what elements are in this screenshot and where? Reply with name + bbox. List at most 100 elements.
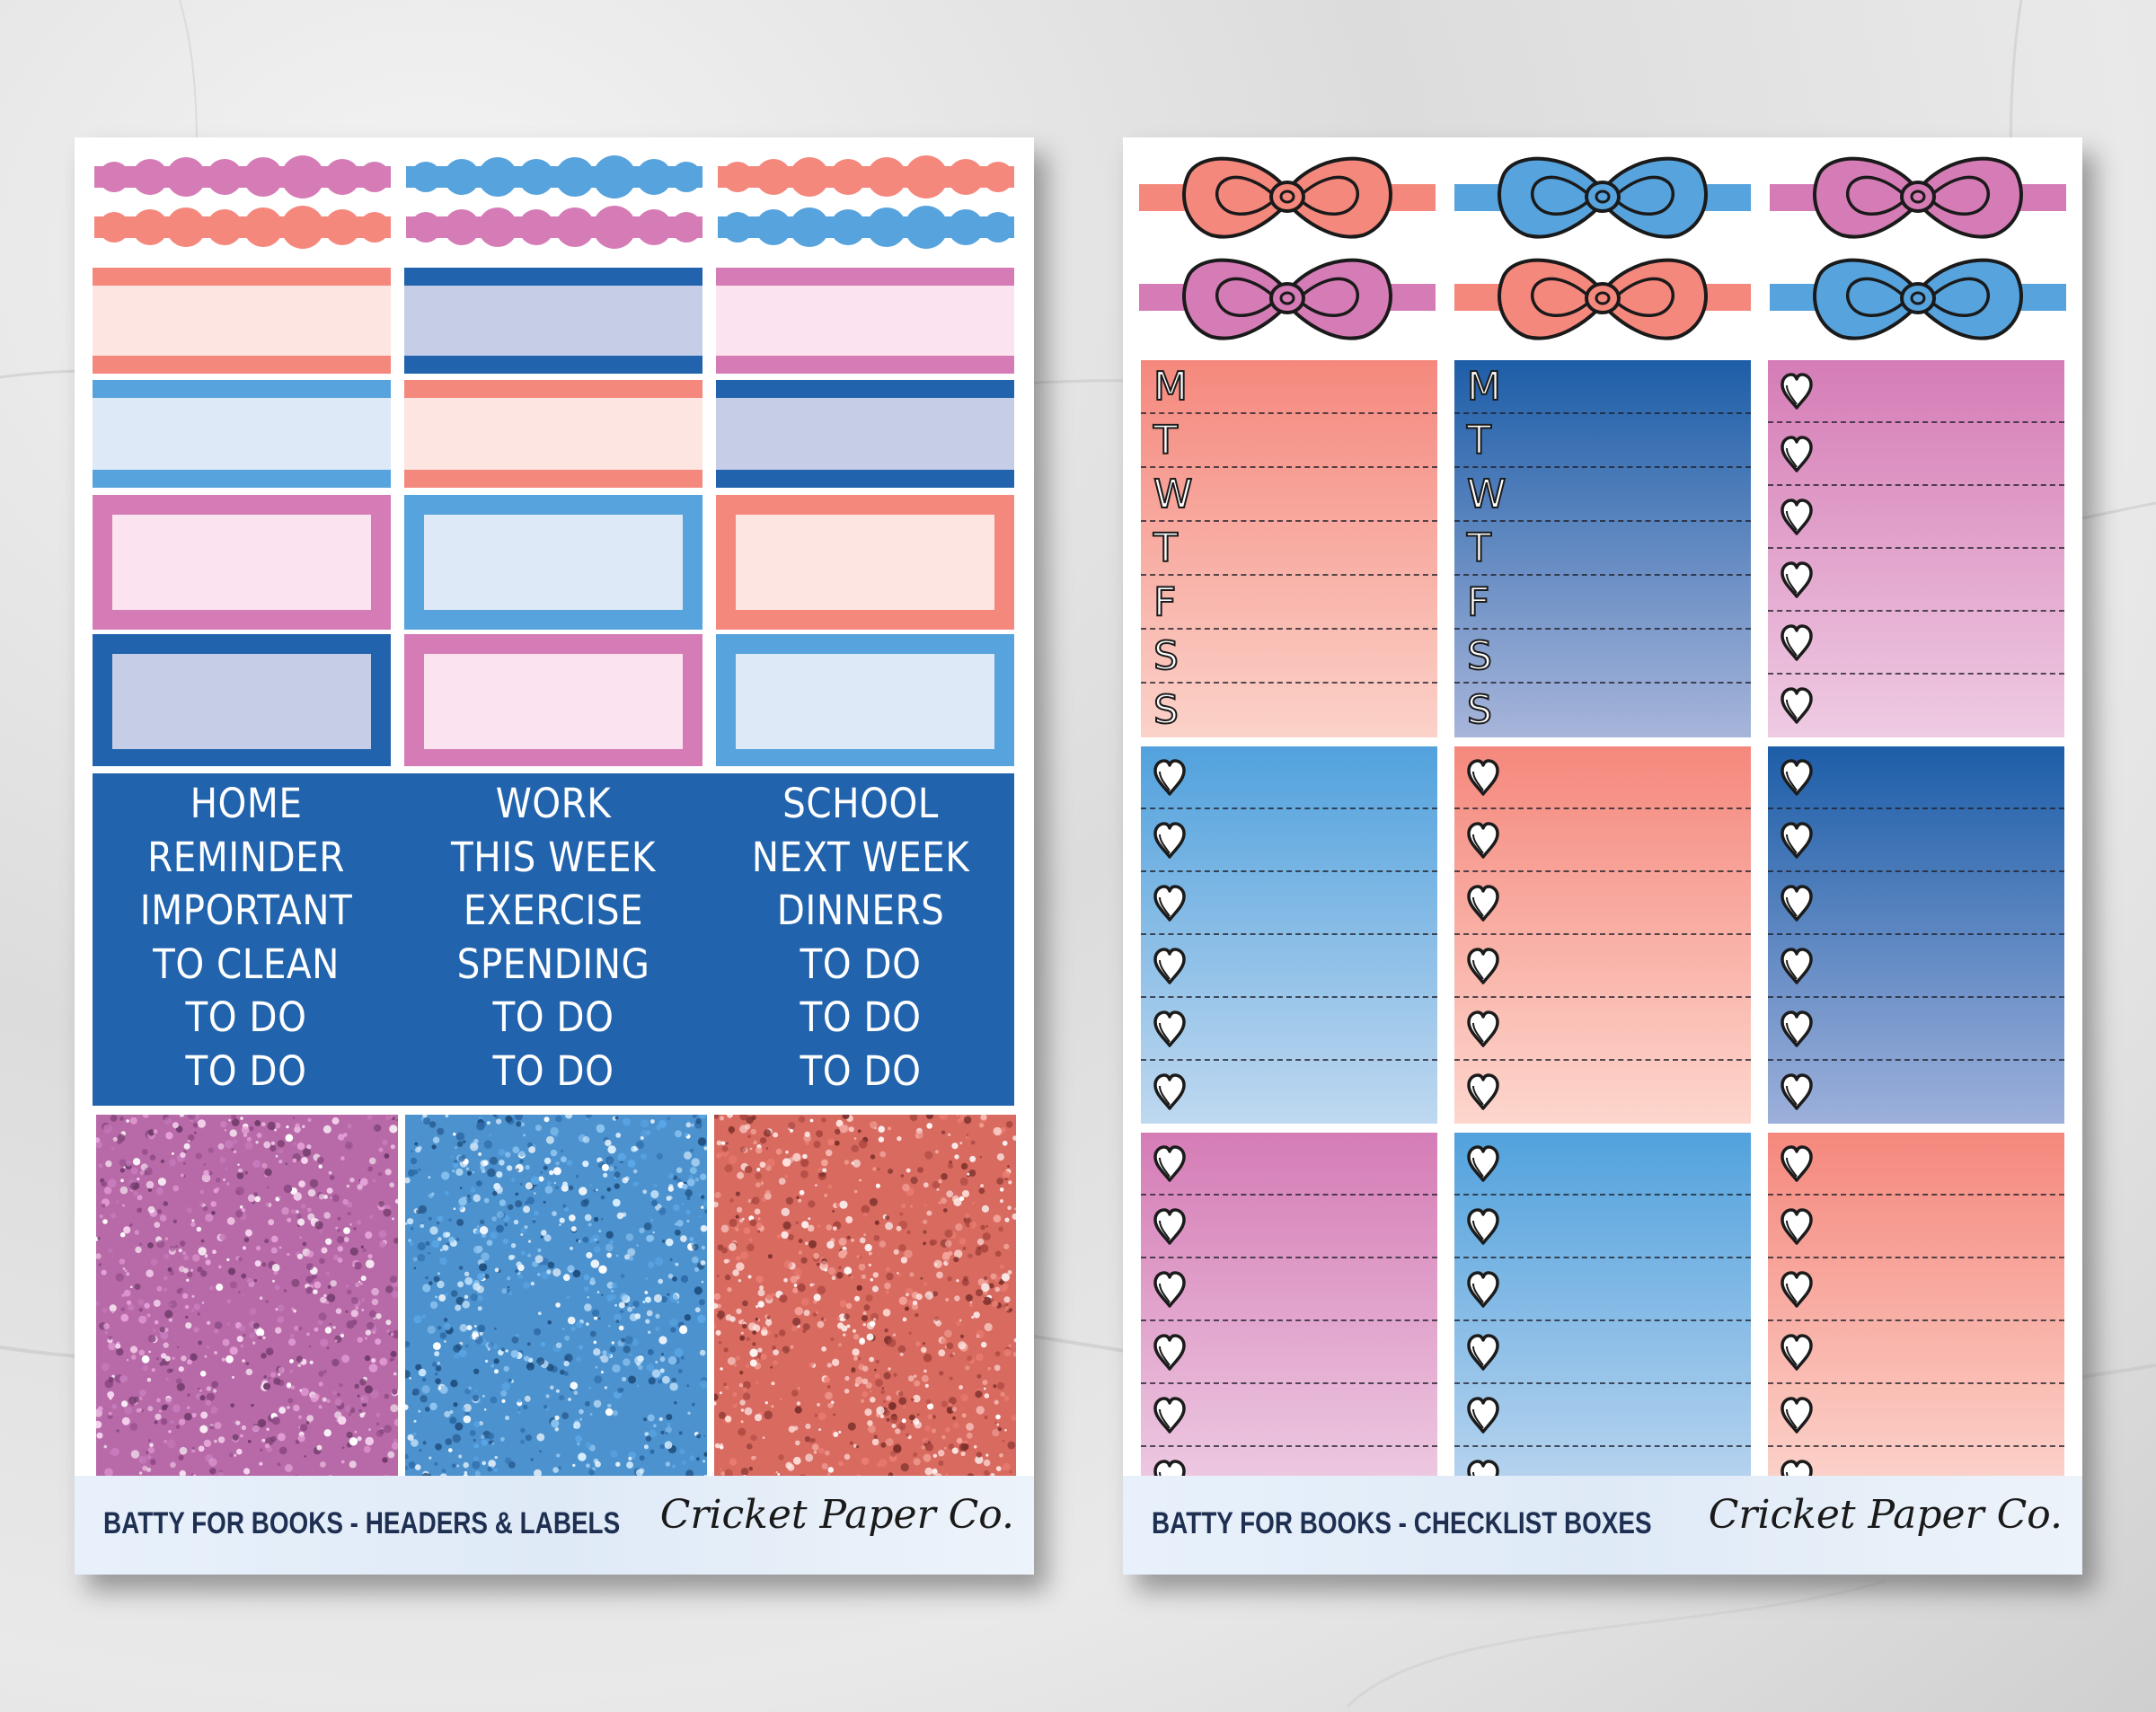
checklist-row xyxy=(1768,1384,2064,1447)
heart-checkbox-icon xyxy=(1465,884,1501,927)
checklist-row xyxy=(1454,1196,1751,1258)
heart-checkbox-icon xyxy=(1779,1396,1815,1439)
heart-checkbox-icon xyxy=(1779,821,1815,864)
weekday-letter: S xyxy=(1466,633,1493,679)
checklist-row xyxy=(1768,1061,2064,1122)
framed-label-box xyxy=(716,634,1014,766)
heart-checkbox-icon xyxy=(1779,560,1815,604)
heart-checkbox-icon xyxy=(1465,1396,1501,1439)
checklist-row: S xyxy=(1141,630,1437,684)
weekday-letter: F xyxy=(1466,579,1490,625)
checklist-row xyxy=(1141,1384,1437,1447)
checklist-row xyxy=(1768,549,2064,612)
bow-sticker-coral xyxy=(1454,258,1751,340)
word-label: TO CLEAN xyxy=(153,940,340,988)
word-label: SCHOOL xyxy=(782,780,939,827)
checklist-row xyxy=(1454,1384,1751,1447)
heart-checkbox-icon xyxy=(1465,1270,1501,1313)
checklist-row xyxy=(1454,1061,1751,1122)
heart-checkbox-icon xyxy=(1779,686,1815,729)
checklist-row xyxy=(1454,746,1751,809)
label-column-3: SCHOOL NEXT WEEK DINNERS TO DO TO DO TO … xyxy=(707,777,1014,1098)
heart-checkbox-icon xyxy=(1779,623,1815,666)
sheet-footer: BATTY FOR BOOKS - CHECKLIST BOXES Cricke… xyxy=(1123,1476,2082,1575)
label-column-2: WORK THIS WEEK EXERCISE SPENDING TO DO T… xyxy=(400,777,707,1098)
scallop-strip-pink xyxy=(406,206,702,249)
checklist-row: T xyxy=(1454,522,1751,576)
heart-checklist-box xyxy=(1141,1133,1437,1510)
weekday-letter: W xyxy=(1153,472,1193,517)
heart-checkbox-icon xyxy=(1465,1072,1501,1116)
heart-checklist-box xyxy=(1454,1133,1751,1510)
checklist-row: S xyxy=(1141,684,1437,736)
checklist-row xyxy=(1141,872,1437,935)
weekday-letter: T xyxy=(1153,525,1179,571)
heart-checkbox-icon xyxy=(1152,1072,1188,1116)
heart-checkbox-icon xyxy=(1465,1207,1501,1250)
framed-label-box xyxy=(404,495,702,630)
checklist-row xyxy=(1141,1321,1437,1384)
scallop-strip-sky xyxy=(406,155,702,199)
checklist-row xyxy=(1768,1321,2064,1384)
weekday-letter: W xyxy=(1466,472,1507,517)
heart-checkbox-icon xyxy=(1779,884,1815,927)
heart-checkbox-icon xyxy=(1465,947,1501,990)
heart-checklist-box xyxy=(1768,746,2064,1124)
framed-label-box xyxy=(93,634,391,766)
heart-checkbox-icon xyxy=(1152,1333,1188,1376)
checklist-row xyxy=(1454,809,1751,872)
heart-checkbox-icon xyxy=(1779,1333,1815,1376)
checklist-row xyxy=(1768,1196,2064,1258)
word-label: HOME xyxy=(190,780,303,827)
header-bar xyxy=(404,268,702,374)
scallop-strip-coral xyxy=(718,155,1014,199)
bow-sticker-sky xyxy=(1770,258,2066,340)
heart-checkbox-icon xyxy=(1779,758,1815,801)
checklist-row xyxy=(1141,809,1437,872)
word-label: TO DO xyxy=(800,993,922,1041)
checklist-row: W xyxy=(1454,468,1751,522)
word-label: TO DO xyxy=(492,1046,614,1095)
glitter-swatch-coral xyxy=(714,1115,1016,1508)
checklist-row xyxy=(1768,998,2064,1061)
bow-sticker-pink xyxy=(1770,156,2066,239)
checklist-row xyxy=(1768,423,2064,486)
word-label: DINNERS xyxy=(776,887,945,934)
scallop-strip-pink xyxy=(94,155,391,199)
checklist-row: F xyxy=(1454,576,1751,630)
scallop-strip-sky xyxy=(718,206,1014,249)
heart-checkbox-icon xyxy=(1152,1144,1188,1187)
word-label: EXERCISE xyxy=(463,887,644,934)
checklist-row: M xyxy=(1454,360,1751,414)
checklist-row: M xyxy=(1141,360,1437,414)
checklist-row xyxy=(1454,1258,1751,1321)
heart-checklist-box xyxy=(1141,746,1437,1124)
header-bar xyxy=(716,268,1014,374)
word-label: NEXT WEEK xyxy=(751,833,970,881)
heart-checkbox-icon xyxy=(1152,758,1188,801)
heart-checklist-box xyxy=(1768,360,2064,737)
heart-checkbox-icon xyxy=(1152,1010,1188,1053)
checklist-row xyxy=(1141,1196,1437,1258)
heart-checkbox-icon xyxy=(1779,435,1815,478)
word-label: TO DO xyxy=(800,940,922,988)
checklist-row: W xyxy=(1141,468,1437,522)
scallop-strip-coral xyxy=(94,206,391,249)
checklist-row xyxy=(1454,872,1751,935)
checklist-row xyxy=(1768,675,2064,736)
checklist-row xyxy=(1454,1133,1751,1196)
heart-checkbox-icon xyxy=(1152,884,1188,927)
heart-checkbox-icon xyxy=(1152,1270,1188,1313)
checklist-row xyxy=(1141,1061,1437,1122)
word-label: TO DO xyxy=(185,993,307,1041)
checklist-row xyxy=(1768,935,2064,998)
heart-checkbox-icon xyxy=(1779,1010,1815,1053)
glitter-swatch-sky xyxy=(405,1115,707,1508)
word-label: WORK xyxy=(495,780,612,827)
heart-checkbox-icon xyxy=(1779,1207,1815,1250)
checklist-row xyxy=(1768,612,2064,675)
heart-checkbox-icon xyxy=(1152,947,1188,990)
heart-checkbox-icon xyxy=(1152,821,1188,864)
